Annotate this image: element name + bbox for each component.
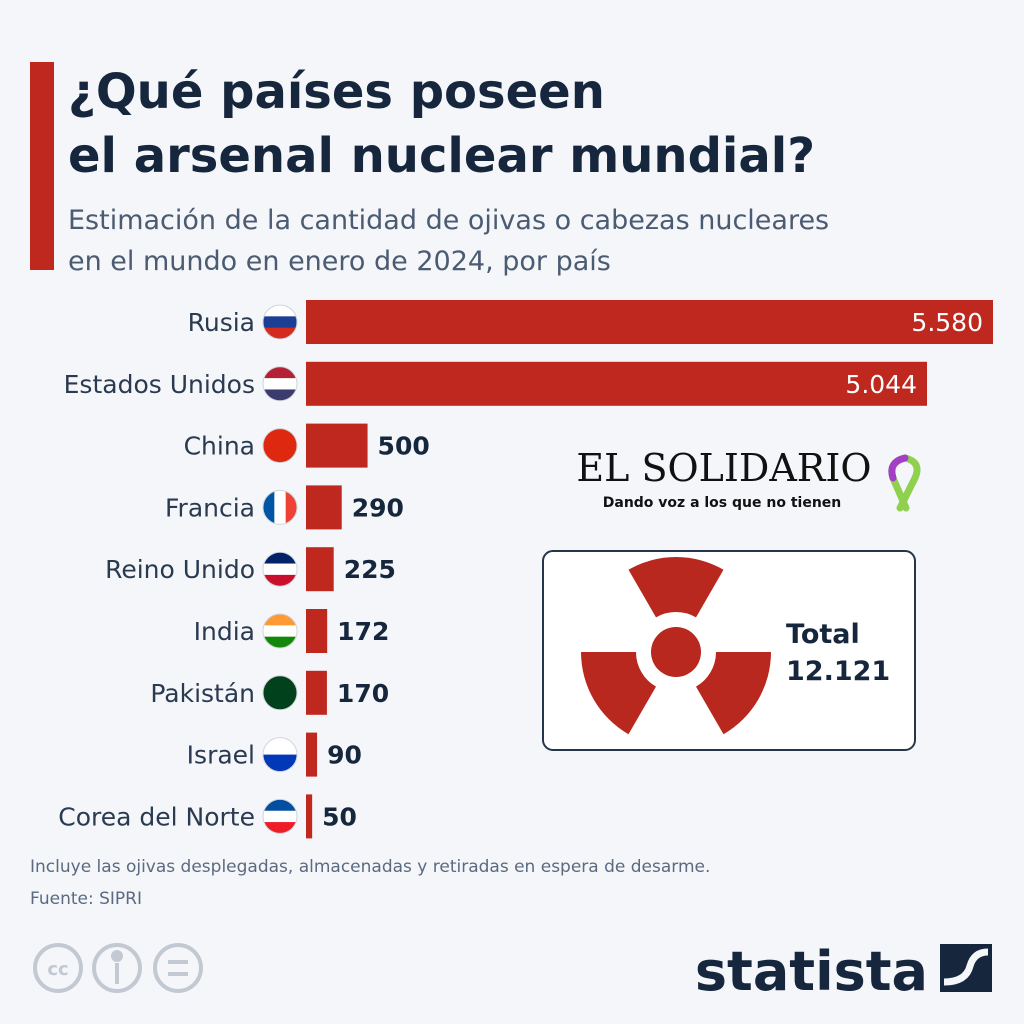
flag-outline <box>262 737 298 773</box>
flag-icon <box>262 489 298 525</box>
value-label: 90 <box>327 741 362 770</box>
value-label: 290 <box>352 493 404 522</box>
bar <box>306 670 327 715</box>
flag-outline <box>262 613 298 649</box>
value-label: 5.044 <box>845 370 917 399</box>
category-label: Estados Unidos <box>64 370 255 399</box>
value-label: 170 <box>337 679 389 708</box>
svg-text:cc: cc <box>47 959 68 980</box>
note: Incluye las ojivas desplegadas, almacena… <box>30 857 710 877</box>
flag-body <box>263 490 297 525</box>
total-label: Total <box>786 619 860 650</box>
flag-stripe <box>263 799 297 812</box>
flag-body <box>263 614 297 648</box>
flag-body <box>263 799 297 834</box>
flag-stripe <box>263 822 297 834</box>
flag-outline <box>262 489 298 525</box>
brand-icon <box>940 944 992 992</box>
flag-stripe <box>263 327 297 339</box>
bar <box>306 794 313 839</box>
flag-stripe <box>263 574 297 587</box>
logo-name: EL SOLIDARIO <box>576 446 871 490</box>
value-label: 225 <box>344 555 396 584</box>
flag-stripe <box>263 366 297 379</box>
category-label: Israel <box>187 741 255 770</box>
radiation-icon <box>581 557 771 735</box>
flag-stripe <box>263 625 297 638</box>
flag-outline <box>262 798 298 834</box>
flag-icon <box>262 737 298 773</box>
subtitle-line: Estimación de la cantidad de ojivas o ca… <box>68 205 829 236</box>
radiation-blade <box>581 652 656 735</box>
category-label: Reino Unido <box>105 555 255 584</box>
category-label: China <box>184 432 255 461</box>
flag-body <box>263 428 297 463</box>
logo-tagline: Dando voz a los que no tienen <box>603 495 842 511</box>
flag-stripe <box>263 614 297 626</box>
accent-bar <box>30 62 54 270</box>
flag-stripe <box>263 563 297 576</box>
flag-stripe <box>263 378 297 390</box>
flag-outline <box>262 304 298 340</box>
flag-body <box>263 552 297 587</box>
bar <box>306 300 993 344</box>
flag-body <box>263 305 297 339</box>
value-label: 500 <box>378 432 430 461</box>
category-label: Corea del Norte <box>58 802 255 831</box>
radiation-core <box>651 627 701 677</box>
category-label: India <box>194 617 255 646</box>
flag-stripe <box>263 428 297 463</box>
radiation-blade <box>696 652 771 735</box>
flag-stripe <box>263 675 297 710</box>
bar <box>306 361 928 406</box>
flag-stripe <box>263 490 275 525</box>
flag-icon <box>262 428 298 464</box>
flag-outline <box>262 675 298 711</box>
source: Fuente: SIPRI <box>30 889 142 909</box>
category-label: Francia <box>165 493 255 522</box>
flag-stripe <box>263 316 297 329</box>
flag-stripe <box>263 305 297 317</box>
flag-stripe <box>263 389 297 401</box>
subtitle-line: en el mundo en enero de 2024, por país <box>68 246 611 277</box>
value-label: 50 <box>322 802 357 831</box>
title-line: el arsenal nuclear mundial? <box>68 128 815 184</box>
bar <box>306 485 342 530</box>
flag-body <box>263 366 297 401</box>
total-value: 12.121 <box>786 656 890 687</box>
flag-stripe <box>274 490 287 525</box>
flag-icon <box>262 798 298 834</box>
flag-outline <box>262 551 298 587</box>
radiation-blade <box>628 557 724 618</box>
ribbon-icon <box>888 454 921 512</box>
bar <box>306 732 318 777</box>
flag-outline <box>262 428 298 464</box>
category-label: Rusia <box>188 308 255 337</box>
title-line: ¿Qué países poseen <box>68 64 605 120</box>
bar <box>306 609 328 653</box>
bar <box>306 547 334 592</box>
flag-icon <box>262 366 298 402</box>
flag-stripe <box>263 754 297 772</box>
brand: statista <box>695 940 928 1003</box>
bar <box>306 423 368 468</box>
flag-body <box>263 675 297 710</box>
flag-icon <box>262 675 298 711</box>
flag-stripe <box>263 737 297 756</box>
flag-outline <box>262 366 298 402</box>
flag-stripe <box>263 552 297 565</box>
value-label: 172 <box>337 617 389 646</box>
flag-stripe <box>263 636 297 648</box>
category-label: Pakistán <box>150 679 255 708</box>
flag-stripe <box>285 490 297 525</box>
flag-stripe <box>263 810 297 823</box>
flag-icon <box>262 304 298 340</box>
flag-icon <box>262 551 298 587</box>
value-label: 5.580 <box>911 308 983 337</box>
flag-body <box>263 737 297 772</box>
flag-icon <box>262 613 298 649</box>
license-icons: cc <box>33 943 203 993</box>
